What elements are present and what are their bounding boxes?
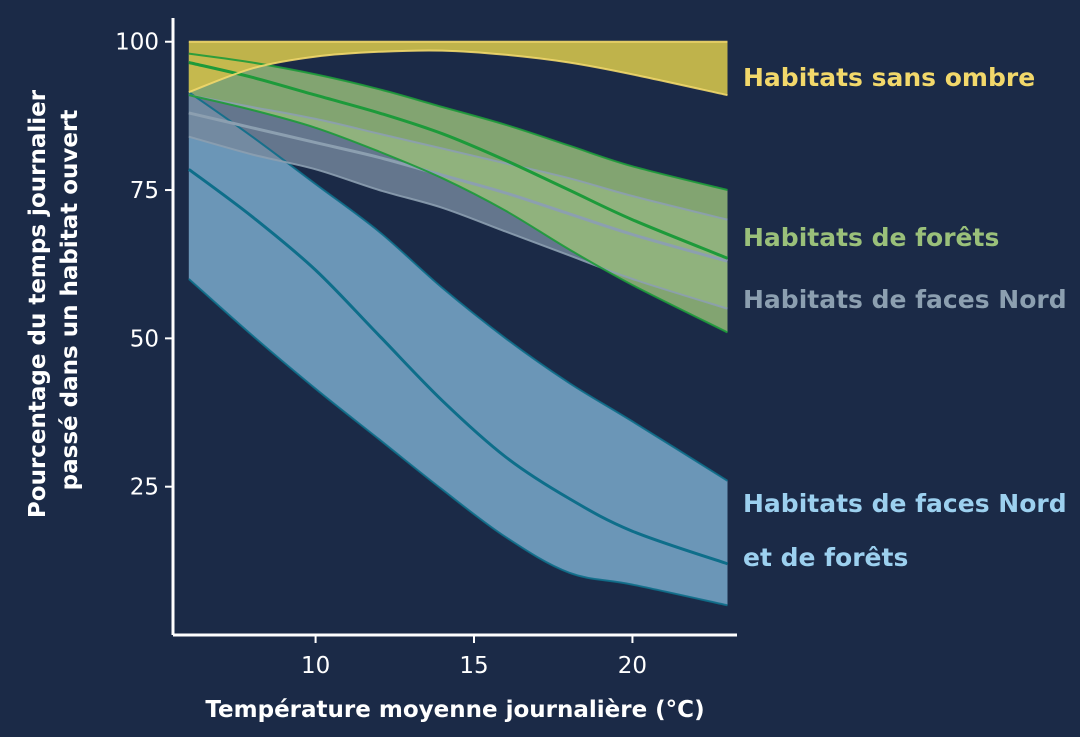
lower-bound-habitats-de-faces-nord-et-de-forets (188, 278, 728, 607)
y-tick-label-100: 100 (115, 30, 159, 56)
mean-line-habitats-de-faces-nord-et-de-forets (187, 168, 728, 566)
series-lines (187, 40, 729, 607)
x-tick-label-20: 20 (618, 653, 647, 679)
series-label-2-line-1: Habitats de forêts (743, 223, 999, 252)
x-axis-title: Température moyenne journalière (°C) (205, 697, 704, 723)
x-tick-label-10: 10 (301, 653, 330, 679)
mean-line-habitats-de-forets (188, 61, 729, 260)
series-label-4-line-2: et de forêts (743, 543, 908, 572)
y-axis-title-line-2: passé dans un habitat ouvert (57, 110, 83, 491)
y-axis-title: Pourcentage du temps journalier passé da… (25, 82, 83, 518)
series-label-3-line-1: Habitats de faces Nord (743, 285, 1067, 314)
series-label-4-line-1: Habitats de faces Nord (743, 489, 1067, 518)
lower-bound-habitats-de-forets (188, 94, 728, 334)
x-tick-label-15: 15 (459, 653, 488, 679)
confidence-bands (188, 41, 728, 606)
y-tick-label-75: 75 (130, 178, 159, 204)
upper-bound-habitats-de-faces-nord (188, 94, 728, 221)
y-tick-label-25: 25 (130, 475, 159, 501)
upper-bound-habitats-de-faces-nord-et-de-forets (188, 91, 729, 482)
mean-line-habitats-de-faces-nord (188, 111, 728, 263)
band-habitats-de-faces-nord-et-de-forets (188, 92, 728, 606)
series-label-1-line-1: Habitats sans ombre (743, 63, 1035, 92)
y-axis-title-line-1: Pourcentage du temps journalier (25, 89, 51, 518)
y-tick-label-50: 50 (130, 326, 159, 352)
axis-ticks: 10 15 20 25 50 75 100 (115, 30, 647, 679)
lower-bound-habitats-sans-ombre (188, 49, 728, 97)
upper-bound-habitats-de-forets (188, 52, 728, 191)
lower-bound-habitats-de-faces-nord (188, 135, 728, 310)
series-labels: Habitats sans ombre Habitats de forêts Hab… (743, 63, 1067, 572)
